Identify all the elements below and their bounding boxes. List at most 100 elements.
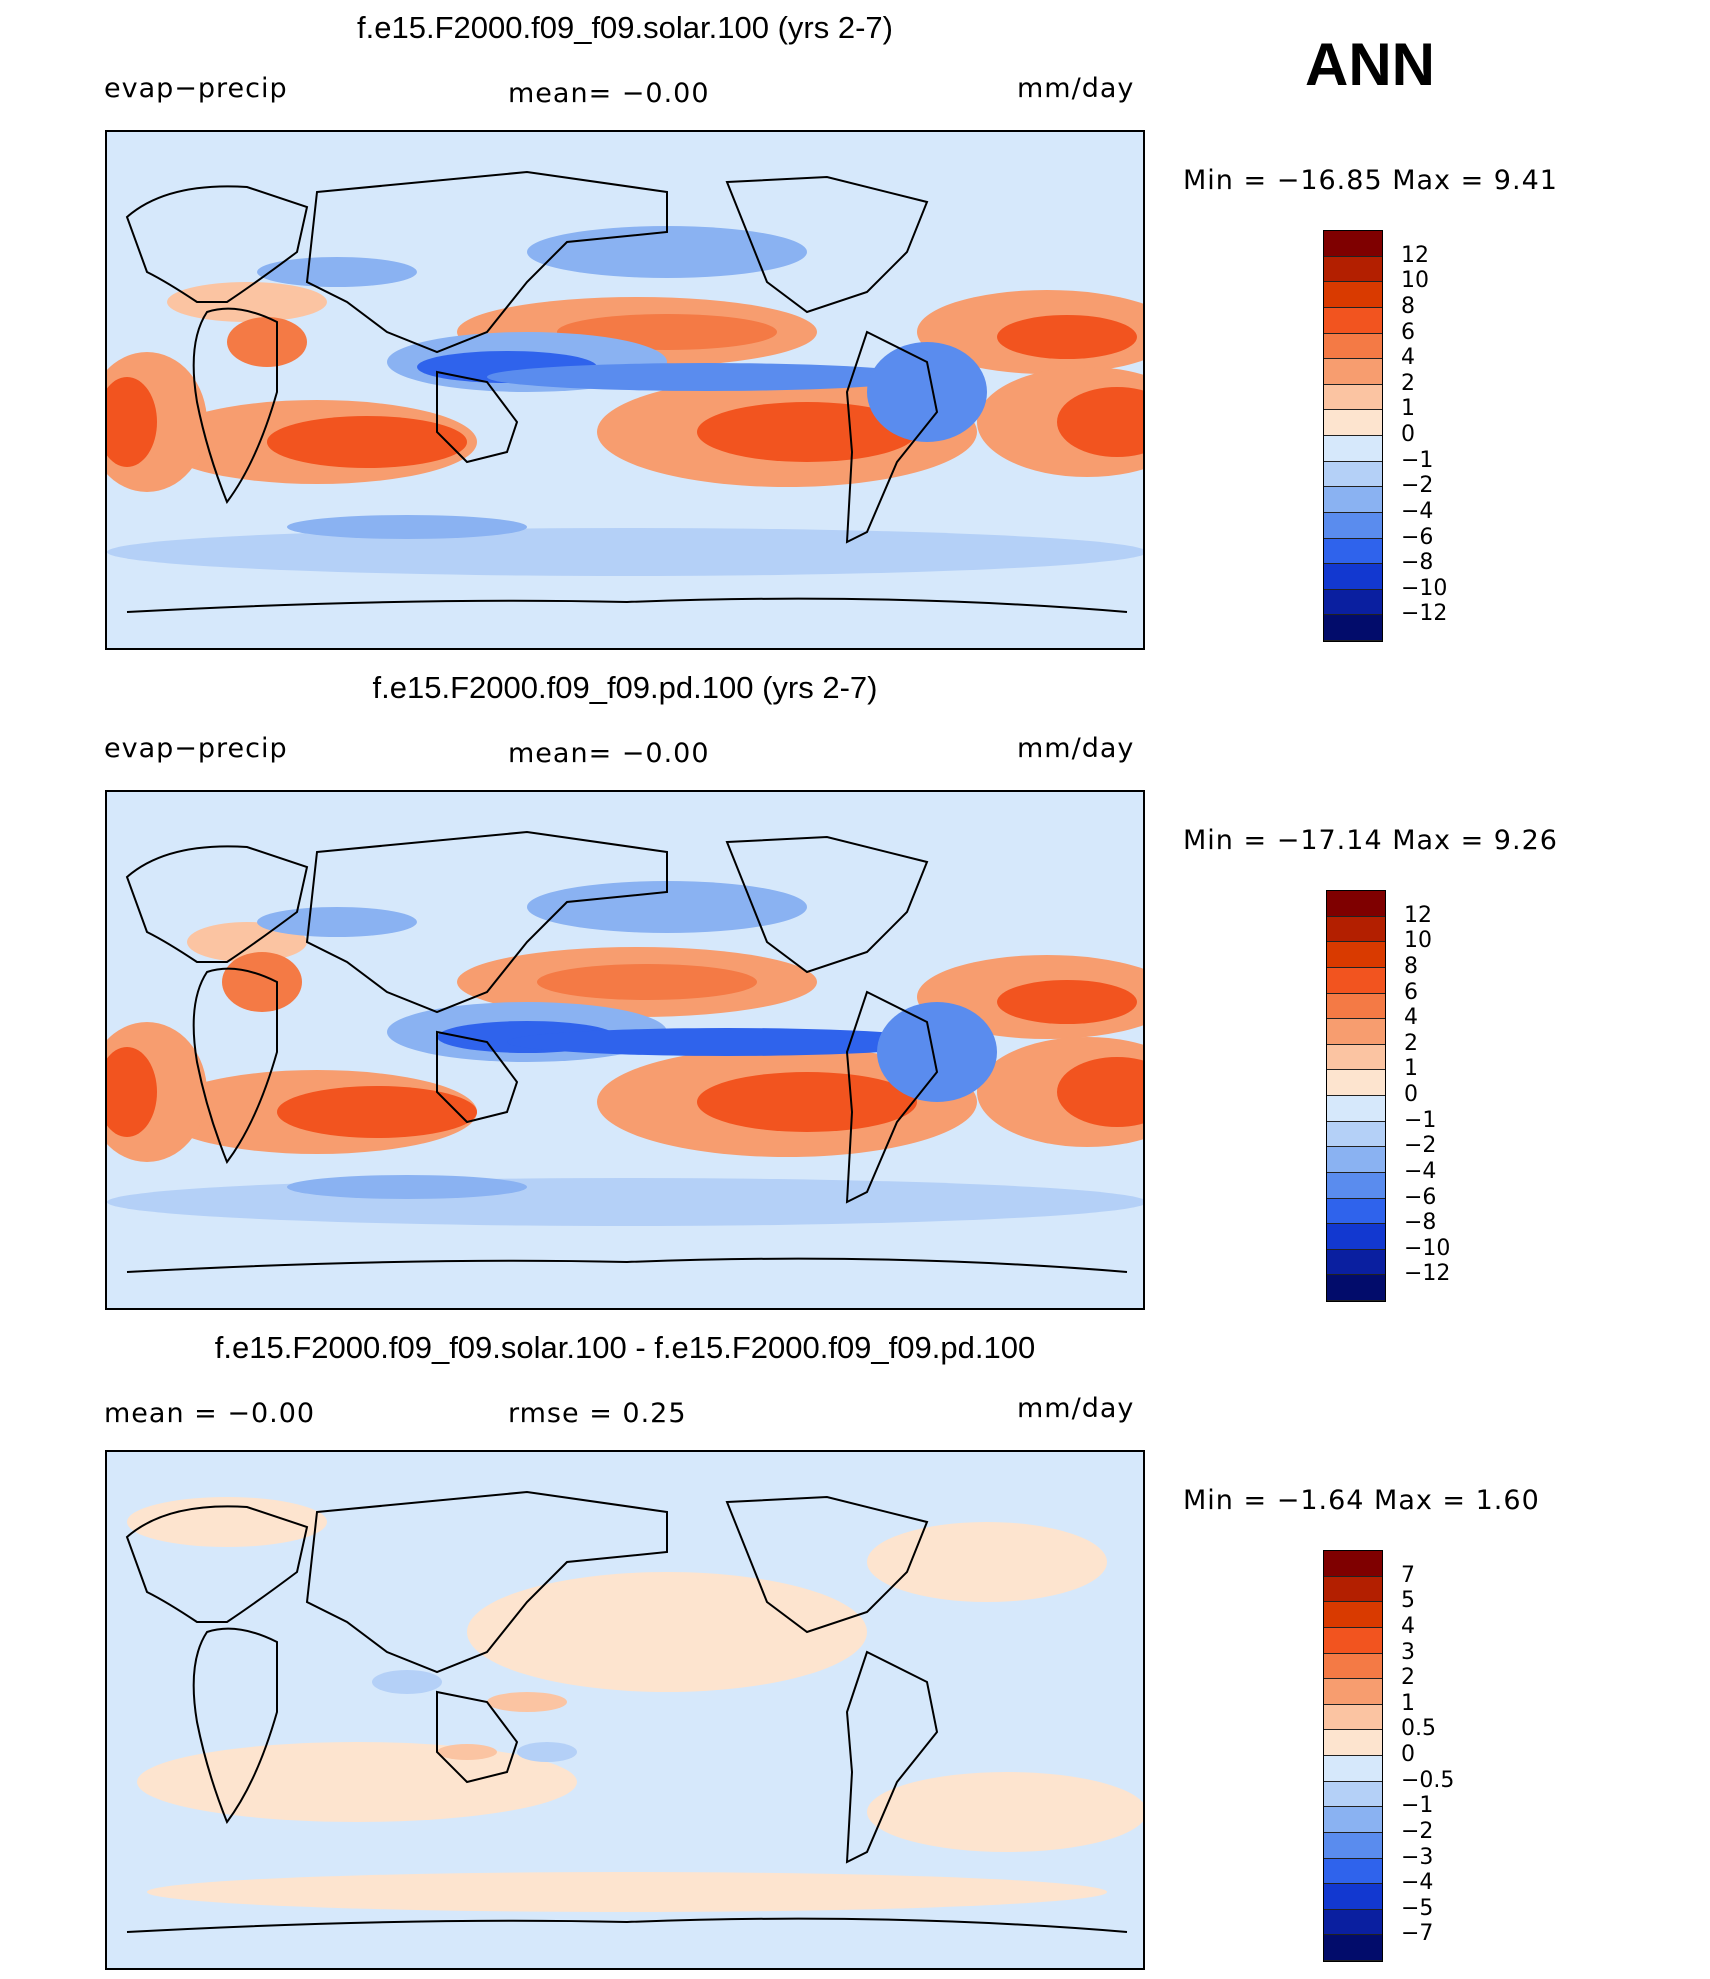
- panel-1-min-max: Min = −16.85 Max = 9.41: [1183, 165, 1558, 196]
- panel-1-map: [105, 130, 1145, 650]
- colorbar-1-tick-label: 10: [1401, 268, 1429, 294]
- season-label: ANN: [1305, 31, 1435, 98]
- colorbar-2-tick-label: 4: [1404, 1005, 1418, 1031]
- colorbar-3-tick-label: −3: [1401, 1844, 1434, 1870]
- colorbar-1-tick-label: −1: [1401, 447, 1434, 473]
- colorbar-3-tick-label: 0.5: [1401, 1716, 1436, 1742]
- panel-1-variable-label: evap−precip: [104, 73, 288, 104]
- colorbar-1-tick-label: −6: [1401, 524, 1434, 550]
- colorbar-2-cell: [1327, 967, 1385, 994]
- colorbar-2: [1326, 890, 1386, 1302]
- colorbar-2-tick-label: −12: [1404, 1261, 1451, 1287]
- colorbar-2-tick-label: 8: [1404, 953, 1418, 979]
- colorbar-3-cell: [1324, 1602, 1382, 1628]
- colorbar-3: [1323, 1550, 1383, 1962]
- colorbar-2-tick-label: 6: [1404, 979, 1418, 1005]
- colorbar-1-cell: [1324, 615, 1382, 641]
- colorbar-1-cell: [1324, 359, 1382, 385]
- colorbar-1-cell: [1324, 461, 1382, 488]
- panel-2-min-max: Min = −17.14 Max = 9.26: [1183, 825, 1558, 856]
- panel-2-map-svg: [107, 792, 1143, 1308]
- colorbar-1-tick-label: −4: [1401, 498, 1434, 524]
- colorbar-3-tick-label: 0: [1401, 1742, 1415, 1767]
- colorbar-1-tick-label: 6: [1401, 319, 1415, 345]
- colorbar-2-tick-label: −1: [1404, 1107, 1437, 1133]
- colorbar-3-cell: [1324, 1679, 1382, 1705]
- panel-1-map-svg: [107, 132, 1143, 648]
- panel-1-mean-label: mean= −0.00: [508, 78, 710, 109]
- colorbar-1-cell: [1324, 487, 1382, 513]
- colorbar-2-tick-label: 2: [1404, 1030, 1418, 1056]
- colorbar-1-tick-label: 2: [1401, 370, 1415, 396]
- colorbar-3-cell: [1324, 1551, 1382, 1577]
- colorbar-1-cell: [1324, 333, 1382, 360]
- colorbar-1-cell: [1324, 436, 1382, 462]
- colorbar-1-tick-label: 0: [1401, 422, 1415, 447]
- colorbar-2-cell: [1327, 1070, 1385, 1096]
- colorbar-2-cell: [1327, 942, 1385, 968]
- colorbar-3-tick-label: 4: [1401, 1613, 1415, 1639]
- panel-3-mean-label: mean = −0.00: [104, 1398, 316, 1429]
- colorbar-3-tick-label: −0.5: [1401, 1767, 1455, 1793]
- colorbar-2-cell: [1327, 916, 1385, 943]
- colorbar-3-cell: [1324, 1653, 1382, 1680]
- colorbar-3-tick-label: −4: [1401, 1870, 1434, 1896]
- colorbar-2-tick-label: −8: [1404, 1210, 1437, 1236]
- colorbar-1-tick-label: −8: [1401, 550, 1434, 576]
- colorbar-1-cell: [1324, 231, 1382, 257]
- colorbar-3-cell: [1324, 1935, 1382, 1961]
- colorbar-2-cell: [1327, 1096, 1385, 1122]
- colorbar-3-cell: [1324, 1756, 1382, 1782]
- panel-3-rmse-label: rmse = 0.25: [508, 1398, 687, 1429]
- colorbar-2-cell: [1327, 1198, 1385, 1225]
- colorbar-1-tick-label: 12: [1401, 242, 1429, 268]
- colorbar-2-cell: [1327, 1275, 1385, 1301]
- colorbar-1-cell: [1324, 256, 1382, 283]
- colorbar-2-cell: [1327, 1224, 1385, 1250]
- colorbar-2-tick-label: −4: [1404, 1158, 1437, 1184]
- colorbar-3-tick-label: 1: [1401, 1690, 1415, 1716]
- panel-3-map: [105, 1450, 1145, 1970]
- colorbar-1-tick-label: 1: [1401, 396, 1415, 422]
- colorbar-3-cell: [1324, 1627, 1382, 1654]
- colorbar-2-cell: [1327, 1121, 1385, 1148]
- colorbar-3-cell: [1324, 1858, 1382, 1885]
- colorbar-2-tick-label: 12: [1404, 902, 1432, 928]
- colorbar-2-tick-label: −6: [1404, 1184, 1437, 1210]
- panel-2-variable-label: evap−precip: [104, 733, 288, 764]
- colorbar-3-tick-label: −5: [1401, 1895, 1434, 1921]
- panel-3-units-label: mm/day: [1017, 1393, 1135, 1424]
- panel-3-map-svg: [107, 1452, 1143, 1968]
- colorbar-3-cell: [1324, 1704, 1382, 1731]
- colorbar-1: [1323, 230, 1383, 642]
- colorbar-2-tick-label: −10: [1404, 1235, 1451, 1261]
- colorbar-1-cell: [1324, 307, 1382, 334]
- colorbar-1-tick-label: −12: [1401, 601, 1448, 627]
- colorbar-3-cell: [1324, 1884, 1382, 1910]
- panel-2-title: f.e15.F2000.f09_f09.pd.100 (yrs 2-7): [372, 670, 878, 705]
- colorbar-1-cell: [1324, 538, 1382, 565]
- panel-2-units-label: mm/day: [1017, 733, 1135, 764]
- colorbar-3-tick-label: 5: [1401, 1588, 1415, 1614]
- colorbar-3-tick-label: 3: [1401, 1639, 1415, 1665]
- colorbar-2-tick-label: 10: [1404, 928, 1432, 954]
- panel-1-units-label: mm/day: [1017, 73, 1135, 104]
- colorbar-2-cell: [1327, 993, 1385, 1020]
- colorbar-2-cell: [1327, 1044, 1385, 1071]
- colorbar-3-cell: [1324, 1781, 1382, 1808]
- panel-2-map: [105, 790, 1145, 1310]
- colorbar-2-tick-label: 1: [1404, 1056, 1418, 1082]
- colorbar-1-cell: [1324, 384, 1382, 411]
- colorbar-2-cell: [1327, 1147, 1385, 1173]
- panel-2-mean-label: mean= −0.00: [508, 738, 710, 769]
- panel-1-title: f.e15.F2000.f09_f09.solar.100 (yrs 2-7): [357, 10, 893, 45]
- colorbar-2-cell: [1327, 1019, 1385, 1045]
- colorbar-3-tick-label: −1: [1401, 1793, 1434, 1819]
- panel-3-title: f.e15.F2000.f09_f09.solar.100 - f.e15.F2…: [214, 1330, 1036, 1365]
- colorbar-3-tick-label: 7: [1401, 1562, 1415, 1588]
- colorbar-2-cell: [1327, 1172, 1385, 1199]
- colorbar-3-cell: [1324, 1576, 1382, 1603]
- colorbar-1-cell: [1324, 512, 1382, 539]
- colorbar-3-cell: [1324, 1730, 1382, 1756]
- colorbar-1-tick-label: 8: [1401, 293, 1415, 319]
